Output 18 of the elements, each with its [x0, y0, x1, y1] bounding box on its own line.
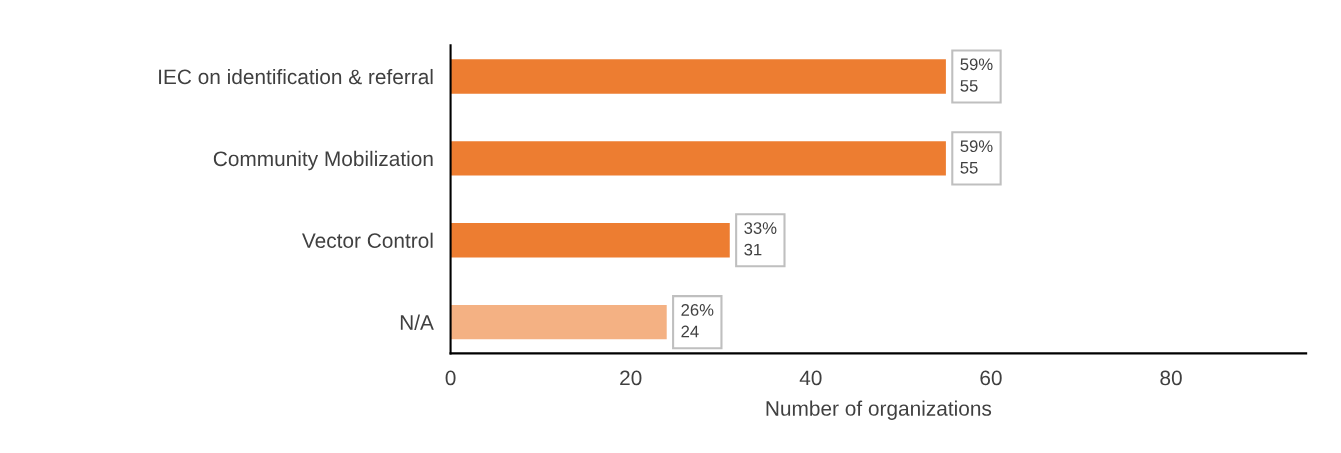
x-axis-title: Number of organizations — [766, 400, 992, 420]
data-label: 33% 31 — [744, 222, 777, 256]
bar — [450, 59, 946, 94]
bar — [450, 304, 667, 340]
x-tick-label: 60 — [980, 370, 1002, 386]
x-tick-label: 40 — [799, 370, 822, 386]
y-tick-label: Community Mobilization — [213, 150, 433, 171]
bar — [450, 141, 946, 176]
data-label: 26% 24 — [681, 304, 714, 338]
x-tick-label: 20 — [620, 370, 642, 386]
y-tick-label: Vector Control — [302, 232, 433, 249]
data-label: 59% 55 — [960, 140, 993, 174]
x-tick-label: 80 — [1160, 370, 1182, 386]
data-label: 59% 55 — [960, 58, 993, 92]
x-tick-label: 0 — [445, 370, 456, 386]
y-tick-label: N/A — [400, 314, 434, 330]
bar — [450, 223, 730, 258]
y-tick-label: IEC on identification & referral — [159, 68, 433, 85]
